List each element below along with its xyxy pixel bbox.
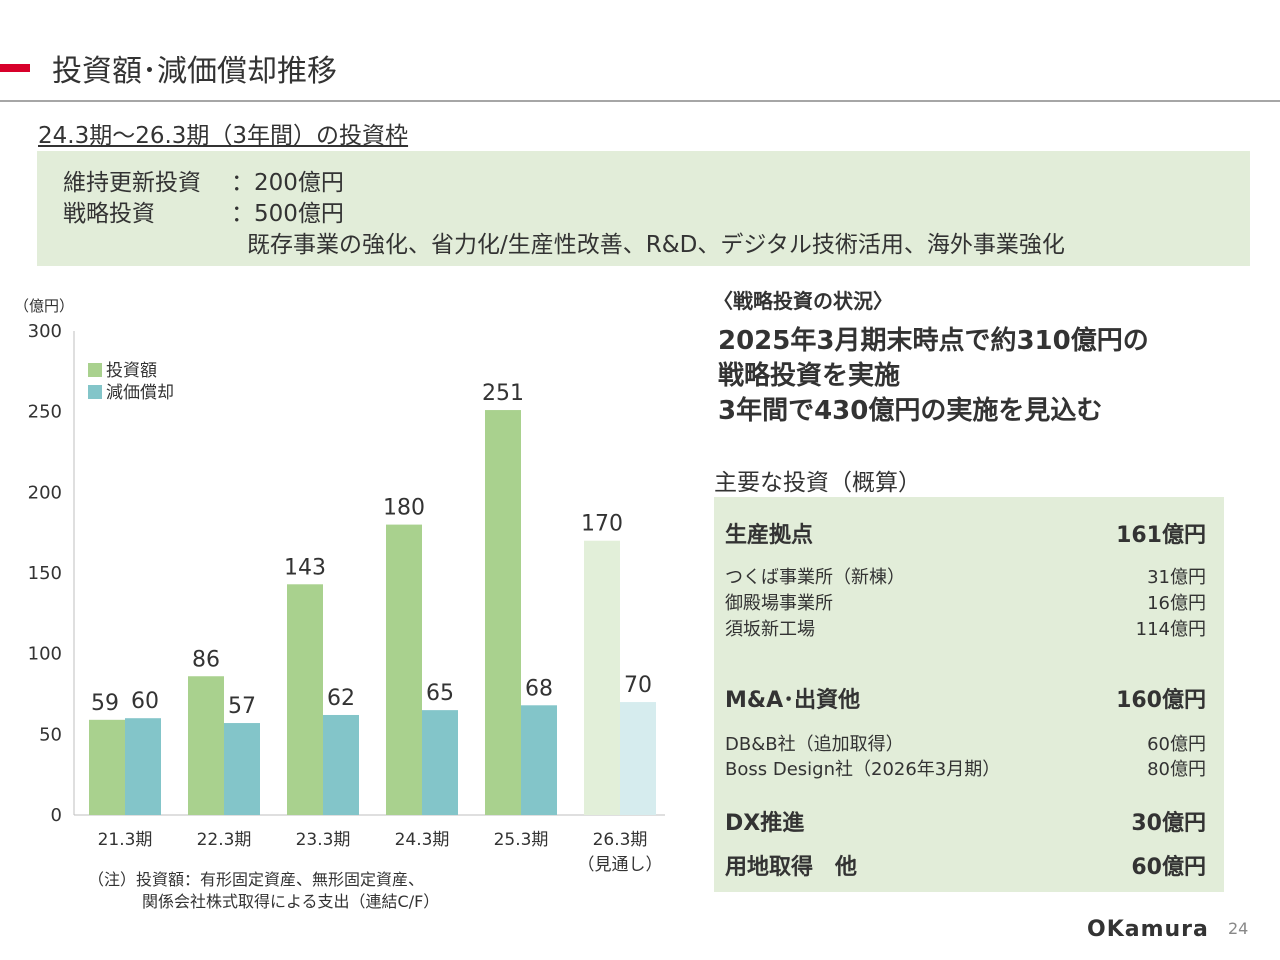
bar: [224, 723, 260, 815]
bar: [89, 719, 125, 815]
y-tick-label: 200: [28, 482, 62, 503]
data-label: 59: [91, 691, 119, 716]
x-tick-note: （見通し）: [578, 855, 663, 875]
item-value: 114億円: [1135, 619, 1206, 640]
list-item: 須坂新工場 114億円: [725, 615, 1206, 641]
bar: [422, 710, 458, 815]
x-tick-label: 23.3期: [296, 830, 351, 850]
list-item: 御殿場事業所 16億円: [725, 589, 1206, 615]
investments-heading: 主要な投資（概算）: [714, 470, 921, 496]
status-line-1: 2025年3月期末時点で約310億円の: [718, 326, 1149, 356]
bar: [620, 702, 656, 815]
y-tick-label: 0: [51, 805, 62, 826]
production-value: 161億円: [1116, 523, 1206, 548]
strategic-value: ：500億円: [231, 201, 344, 227]
chart-note: （注）投資額：有形固定資産、無形固定資産、: [88, 870, 424, 889]
data-label: 57: [228, 694, 256, 719]
y-tick-label: 100: [28, 644, 62, 665]
y-tick-label: 300: [28, 321, 62, 342]
ma-value: 160億円: [1116, 688, 1206, 713]
legend-label: 減価償却: [106, 383, 174, 403]
item-value: 80億円: [1147, 759, 1206, 780]
production-row: 生産拠点 161億円: [725, 517, 1206, 549]
page-number: 24: [1228, 919, 1249, 938]
frame-subtitle: 24.3期～26.3期（3年間）の投資枠: [38, 123, 409, 149]
investments-box: 生産拠点 161億円 つくば事業所（新棟） 31億円 御殿場事業所 16億円 須…: [714, 497, 1224, 892]
bar: [521, 705, 557, 815]
production-label: 生産拠点: [725, 523, 814, 548]
data-label: 62: [327, 686, 355, 711]
strategic-detail: 既存事業の強化、省力化/生産性改善、R&D、デジタル技術活用、海外事業強化: [247, 232, 1065, 258]
bar: [125, 718, 161, 815]
item-label: DB&B社（追加取得）: [725, 734, 904, 755]
data-label: 70: [624, 673, 652, 698]
land-label: 用地取得 他: [725, 855, 858, 880]
item-label: Boss Design社（2026年3月期）: [725, 759, 1001, 780]
company-logo: OKamura: [1087, 917, 1209, 942]
title-accent-bar: [0, 64, 30, 72]
data-label: 68: [525, 676, 553, 701]
x-tick-label: 22.3期: [197, 830, 252, 850]
data-label: 60: [131, 689, 159, 714]
x-tick-label: 21.3期: [98, 830, 153, 850]
status-heading: 〈戦略投資の状況〉: [713, 289, 893, 313]
title-divider: [0, 100, 1280, 102]
land-row: 用地取得 他 60億円: [725, 849, 1206, 881]
y-tick-label: 50: [39, 724, 62, 745]
ma-label: M&A･出資他: [725, 688, 861, 713]
legend-label: 投資額: [106, 361, 157, 381]
list-item: DB&B社（追加取得） 60億円: [725, 730, 1206, 756]
data-label: 251: [482, 381, 524, 406]
ma-row: M&A･出資他 160億円: [725, 682, 1206, 714]
investment-frame-box: 維持更新投資 ：200億円 戦略投資 ：500億円 既存事業の強化、省力化/生産性改…: [37, 151, 1250, 266]
maintenance-line: 維持更新投資 ：200億円: [63, 163, 344, 197]
data-label: 86: [192, 647, 220, 672]
item-label: 御殿場事業所: [725, 593, 833, 614]
land-value: 60億円: [1131, 855, 1206, 880]
dx-label: DX推進: [725, 811, 805, 836]
legend-swatch: [88, 385, 102, 399]
status-line-3: 3年間で430億円の実施を見込む: [718, 396, 1103, 426]
item-label: 須坂新工場: [725, 619, 815, 640]
dx-value: 30億円: [1131, 811, 1206, 836]
bar: [188, 676, 224, 815]
y-tick-label: 250: [28, 402, 62, 423]
maintenance-value: ：200億円: [231, 170, 344, 196]
x-tick-label: 26.3期: [593, 830, 648, 850]
item-value: 31億円: [1147, 567, 1206, 588]
maintenance-label: 維持更新投資: [63, 170, 201, 196]
item-value: 16億円: [1147, 593, 1206, 614]
data-label: 180: [383, 496, 425, 521]
item-label: つくば事業所（新棟）: [725, 567, 905, 588]
bar: [287, 584, 323, 815]
y-unit-label: （億円）: [14, 297, 74, 315]
status-line-2: 戦略投資を実施: [718, 361, 901, 391]
x-tick-label: 25.3期: [494, 830, 549, 850]
list-item: Boss Design社（2026年3月期） 80億円: [725, 755, 1206, 781]
data-label: 143: [284, 555, 326, 580]
legend-swatch: [88, 363, 102, 377]
bar: [386, 524, 422, 815]
data-label: 170: [581, 512, 623, 537]
x-tick-label: 24.3期: [395, 830, 450, 850]
bar: [584, 540, 620, 815]
y-tick-label: 150: [28, 563, 62, 584]
item-value: 60億円: [1147, 734, 1206, 755]
strategic-line: 戦略投資 ：500億円: [63, 194, 344, 228]
chart-note: 関係会社株式取得による支出（連結C/F）: [142, 892, 439, 911]
dx-row: DX推進 30億円: [725, 805, 1206, 837]
strategic-label: 戦略投資: [63, 201, 155, 227]
data-label: 65: [426, 681, 454, 706]
list-item: つくば事業所（新棟） 31億円: [725, 563, 1206, 589]
page-title: 投資額･減価償却推移: [52, 54, 337, 89]
bar: [323, 714, 359, 815]
bar: [485, 410, 521, 815]
investment-depreciation-chart: （億円） 0 50 100 150 200 250 300 59 60 21.3期 86 57 22.3期…: [14, 297, 665, 911]
